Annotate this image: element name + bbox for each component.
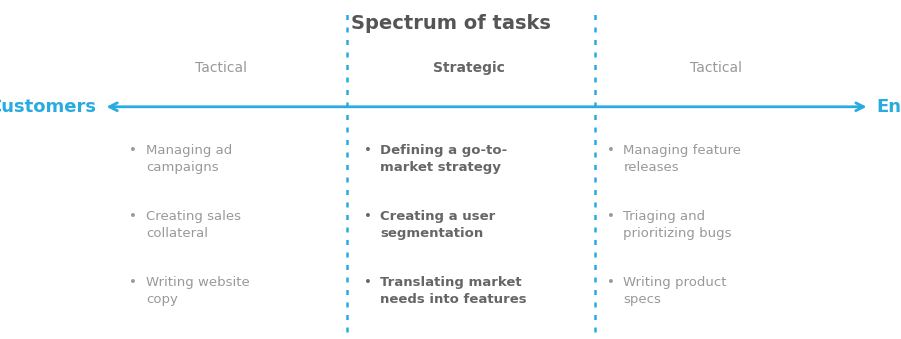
Text: Tactical: Tactical bbox=[195, 61, 247, 75]
Text: Defining a go-to-
market strategy: Defining a go-to- market strategy bbox=[380, 144, 507, 174]
Text: Strategic: Strategic bbox=[432, 61, 505, 75]
Text: Writing website
copy: Writing website copy bbox=[146, 276, 250, 306]
Text: Spectrum of tasks: Spectrum of tasks bbox=[350, 14, 551, 33]
Text: •: • bbox=[130, 210, 137, 223]
Text: •: • bbox=[130, 144, 137, 157]
Text: Managing ad
campaigns: Managing ad campaigns bbox=[146, 144, 232, 174]
Text: Triaging and
prioritizing bugs: Triaging and prioritizing bugs bbox=[623, 210, 732, 240]
Text: Tactical: Tactical bbox=[690, 61, 742, 75]
Text: Creating sales
collateral: Creating sales collateral bbox=[146, 210, 241, 240]
Text: Creating a user
segmentation: Creating a user segmentation bbox=[380, 210, 496, 240]
Text: •: • bbox=[607, 210, 614, 223]
Text: •: • bbox=[364, 144, 371, 157]
Text: •: • bbox=[364, 276, 371, 289]
Text: •: • bbox=[607, 276, 614, 289]
Text: •: • bbox=[364, 210, 371, 223]
Text: Engineering: Engineering bbox=[877, 98, 901, 116]
Text: •: • bbox=[607, 144, 614, 157]
Text: Translating market
needs into features: Translating market needs into features bbox=[380, 276, 527, 306]
Text: •: • bbox=[130, 276, 137, 289]
Text: Writing product
specs: Writing product specs bbox=[623, 276, 727, 306]
Text: Managing feature
releases: Managing feature releases bbox=[623, 144, 742, 174]
Text: Customers: Customers bbox=[0, 98, 96, 116]
